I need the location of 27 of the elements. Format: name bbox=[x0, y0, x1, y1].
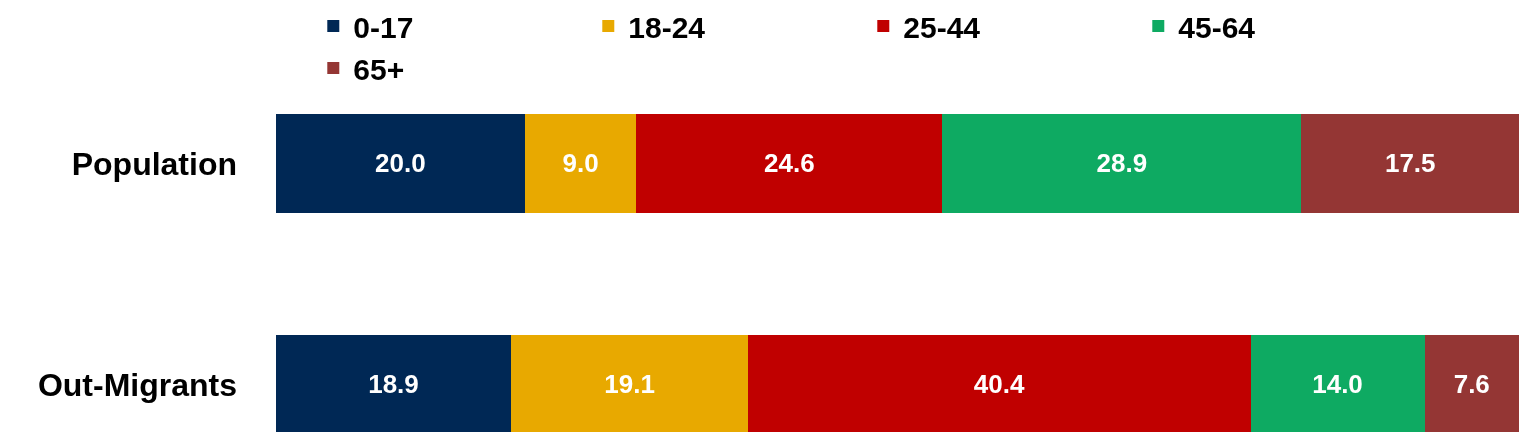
bar bbox=[510, 334, 749, 432]
legend-label: 25-44 bbox=[903, 10, 981, 44]
bar bbox=[942, 113, 1302, 214]
data-label: 20.0 bbox=[375, 148, 426, 179]
data-label: 14.0 bbox=[1312, 369, 1363, 400]
bar bbox=[636, 113, 943, 214]
bar bbox=[1250, 334, 1425, 432]
data-label: 24.6 bbox=[764, 148, 815, 179]
data-label: 19.1 bbox=[604, 369, 655, 400]
data-label: 18.9 bbox=[368, 369, 419, 400]
data-label: 40.4 bbox=[973, 369, 1025, 400]
y-tick-label: Out-Migrants bbox=[37, 366, 237, 403]
bar bbox=[524, 113, 637, 214]
data-label: 17.5 bbox=[1384, 148, 1436, 179]
bar bbox=[748, 334, 1251, 432]
data-label: 28.9 bbox=[1096, 148, 1148, 179]
data-label: 9.0 bbox=[562, 148, 599, 179]
bar bbox=[276, 334, 511, 432]
legend-label: 45-64 bbox=[1178, 10, 1256, 44]
legend-label: 18-24 bbox=[628, 10, 706, 44]
data-label: 7.6 bbox=[1453, 369, 1490, 400]
legend-label: 0-17 bbox=[353, 10, 414, 44]
bar bbox=[276, 113, 525, 214]
legend-label: 65+ bbox=[353, 52, 405, 86]
bar bbox=[1301, 113, 1519, 214]
y-tick-label: Population bbox=[71, 145, 237, 182]
bar bbox=[1424, 334, 1519, 432]
